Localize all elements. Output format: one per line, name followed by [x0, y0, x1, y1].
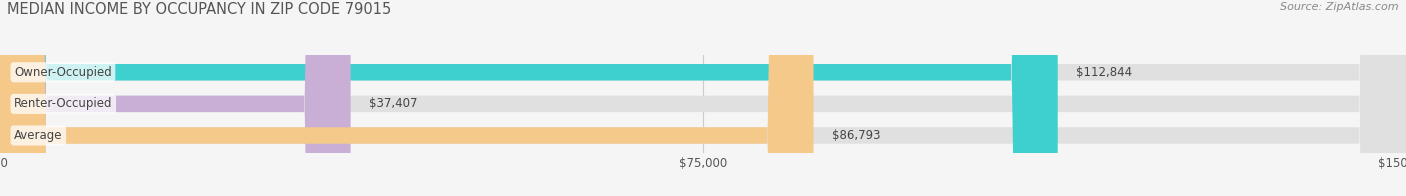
FancyBboxPatch shape — [0, 0, 350, 196]
Text: $37,407: $37,407 — [370, 97, 418, 110]
FancyBboxPatch shape — [0, 0, 814, 196]
FancyBboxPatch shape — [0, 0, 1057, 196]
Text: $86,793: $86,793 — [832, 129, 880, 142]
Text: Average: Average — [14, 129, 62, 142]
Text: $112,844: $112,844 — [1077, 66, 1133, 79]
Text: Renter-Occupied: Renter-Occupied — [14, 97, 112, 110]
Text: Source: ZipAtlas.com: Source: ZipAtlas.com — [1281, 2, 1399, 12]
Text: MEDIAN INCOME BY OCCUPANCY IN ZIP CODE 79015: MEDIAN INCOME BY OCCUPANCY IN ZIP CODE 7… — [7, 2, 391, 17]
Text: Owner-Occupied: Owner-Occupied — [14, 66, 112, 79]
